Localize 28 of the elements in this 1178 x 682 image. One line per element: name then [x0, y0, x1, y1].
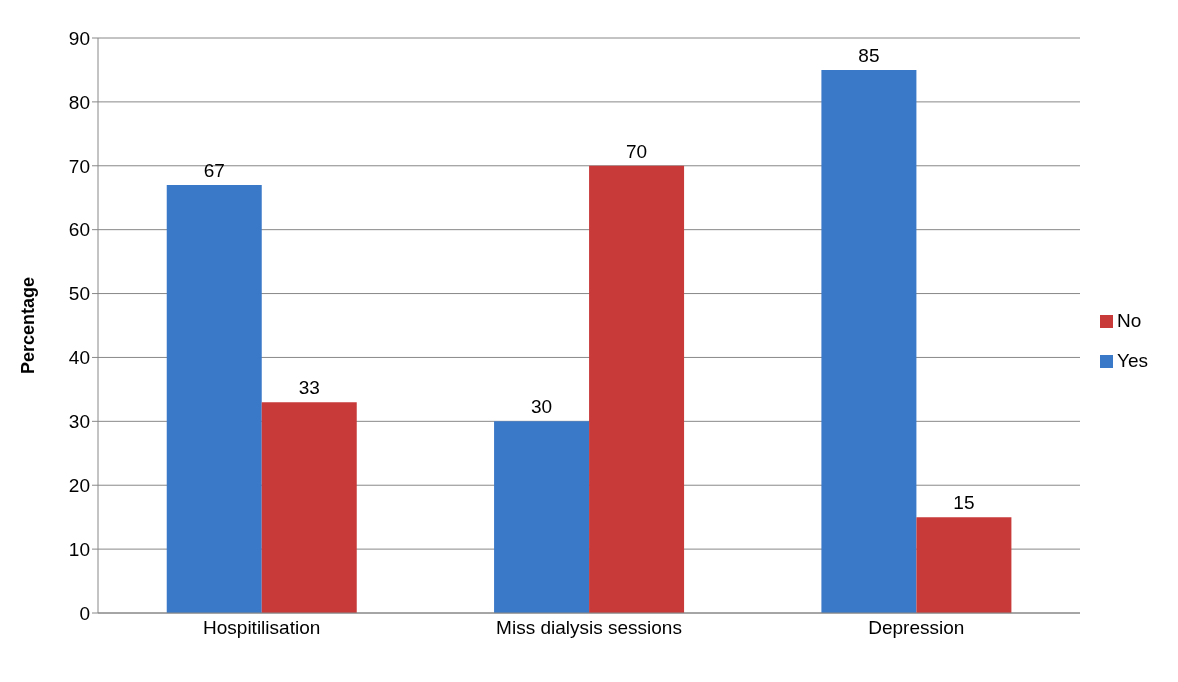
y-tick-label: 90	[68, 27, 90, 49]
data-label: 85	[858, 44, 880, 66]
y-tick-label: 50	[68, 283, 90, 305]
x-tick-label: Miss dialysis sessions	[496, 617, 682, 639]
y-tick-label: 80	[68, 91, 90, 113]
y-tick-label: 30	[68, 411, 90, 433]
y-tick-label: 40	[68, 347, 90, 369]
data-label: 67	[203, 159, 225, 181]
legend-label: Yes	[1117, 349, 1148, 371]
bar	[261, 402, 357, 613]
data-label: 15	[953, 492, 975, 514]
y-tick-label: 0	[79, 602, 90, 624]
bar	[589, 165, 685, 613]
x-tick-label: Depression	[868, 617, 965, 639]
y-tick-label: 60	[68, 219, 90, 241]
data-label: 33	[298, 377, 320, 399]
bar	[916, 517, 1012, 613]
bar	[166, 184, 262, 613]
bar	[494, 421, 590, 613]
legend-label: No	[1117, 309, 1142, 331]
y-tick-label: 20	[68, 474, 90, 496]
data-label: 30	[531, 396, 553, 418]
y-tick-label: 70	[68, 155, 90, 177]
data-label: 70	[626, 140, 648, 162]
y-axis-title: Percentage	[18, 276, 39, 375]
x-tick-label: Hospitilisation	[203, 617, 321, 639]
y-tick-label: 10	[68, 538, 90, 560]
bar	[821, 69, 917, 613]
